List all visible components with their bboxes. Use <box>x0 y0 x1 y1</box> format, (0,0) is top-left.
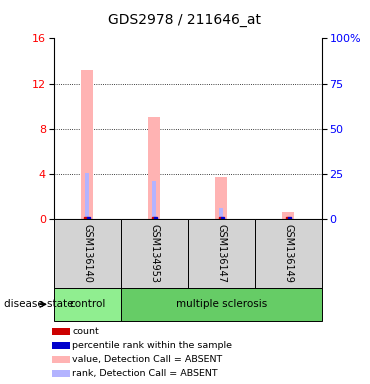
Text: control: control <box>69 299 105 310</box>
Text: disease state: disease state <box>4 299 73 310</box>
Bar <box>221 217 224 219</box>
Text: value, Detection Call = ABSENT: value, Detection Call = ABSENT <box>73 355 223 364</box>
Bar <box>286 217 288 219</box>
Bar <box>52 328 70 335</box>
Bar <box>85 173 89 219</box>
Bar <box>52 342 70 349</box>
Text: GSM136147: GSM136147 <box>216 224 226 283</box>
Bar <box>52 356 70 362</box>
Bar <box>121 219 188 288</box>
Bar <box>87 217 90 219</box>
Bar <box>188 219 255 288</box>
Bar <box>219 208 223 219</box>
Bar <box>81 70 93 219</box>
Text: GDS2978 / 211646_at: GDS2978 / 211646_at <box>108 13 262 27</box>
Bar <box>255 219 322 288</box>
Bar <box>84 217 87 219</box>
Bar <box>288 217 291 219</box>
Bar <box>54 219 121 288</box>
Text: percentile rank within the sample: percentile rank within the sample <box>73 341 232 350</box>
Bar <box>52 370 70 377</box>
Bar <box>152 217 154 219</box>
Bar <box>154 217 157 219</box>
Text: count: count <box>73 327 99 336</box>
Bar <box>219 217 221 219</box>
Bar <box>121 288 322 321</box>
Text: GSM136140: GSM136140 <box>82 224 92 283</box>
Text: rank, Detection Call = ABSENT: rank, Detection Call = ABSENT <box>73 369 218 378</box>
Text: multiple sclerosis: multiple sclerosis <box>176 299 267 310</box>
Bar <box>282 212 295 219</box>
Bar <box>54 288 121 321</box>
Text: GSM136149: GSM136149 <box>283 224 293 283</box>
Text: GSM134953: GSM134953 <box>149 224 159 283</box>
Bar <box>286 217 290 219</box>
Bar <box>215 177 227 219</box>
Bar <box>152 181 156 219</box>
Bar <box>148 118 160 219</box>
